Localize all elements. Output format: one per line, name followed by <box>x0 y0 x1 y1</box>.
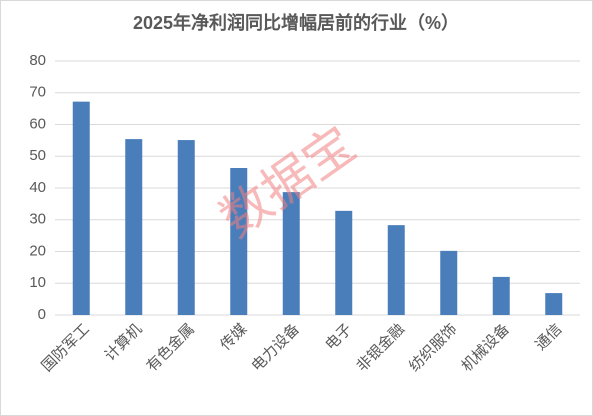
bar <box>177 140 195 315</box>
bar <box>492 276 510 315</box>
bar <box>282 192 300 315</box>
bar <box>440 250 458 315</box>
y-tick-label: 60 <box>29 115 46 132</box>
y-tick-label: 40 <box>29 179 46 196</box>
bar <box>545 293 563 315</box>
y-tick-label: 10 <box>29 274 46 291</box>
bar <box>335 210 353 315</box>
bar <box>230 167 248 315</box>
bar <box>72 101 90 315</box>
bar <box>125 139 143 315</box>
bar <box>387 225 405 315</box>
y-tick-label: 50 <box>29 147 46 164</box>
y-tick-label: 70 <box>29 84 46 101</box>
y-tick-label: 20 <box>29 242 46 259</box>
chart-title: 2025年净利润同比增幅居前的行业（%） <box>133 12 459 33</box>
y-tick-label: 80 <box>29 52 46 69</box>
y-tick-label: 0 <box>38 306 46 323</box>
y-tick-label: 30 <box>29 211 46 228</box>
